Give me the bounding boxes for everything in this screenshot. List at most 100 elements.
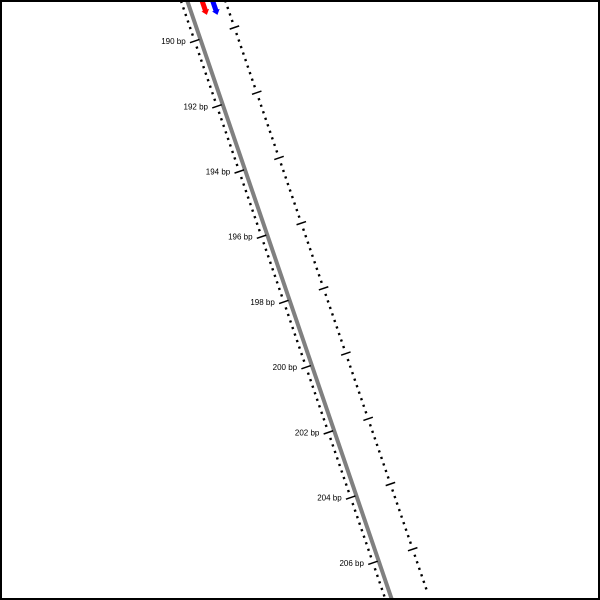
inner-ruler-tick — [219, 117, 223, 121]
ruler-label-204: 204 bp — [317, 494, 342, 503]
outer-ruler-tick — [313, 260, 317, 264]
inner-ruler-tick — [266, 254, 270, 258]
outer-ruler-tick — [328, 306, 332, 310]
inner-ruler-tick — [197, 52, 201, 56]
inner-ruler-tick — [211, 91, 215, 95]
inner-ruler-tick — [204, 72, 208, 76]
ruler-label-198: 198 bp — [250, 298, 275, 307]
inner-ruler-tick — [262, 241, 266, 245]
outer-ruler-tick — [422, 580, 426, 584]
outer-ruler-tick — [264, 117, 268, 121]
inner-ruler-tick-major — [212, 103, 222, 109]
inner-ruler-tick — [246, 196, 250, 200]
inner-ruler-tick — [253, 215, 257, 219]
outer-ruler-tick — [306, 241, 310, 245]
outer-ruler-tick — [295, 208, 299, 212]
inner-ruler-tick — [315, 398, 319, 402]
outer-ruler-tick — [297, 215, 301, 219]
inner-ruler-tick — [320, 411, 324, 415]
outer-ruler-tick — [324, 293, 328, 297]
inner-ruler-tick — [300, 352, 304, 356]
outer-ruler-tick — [380, 456, 383, 460]
outer-ruler-tick — [284, 176, 288, 179]
outer-ruler-tick — [371, 430, 375, 434]
inner-ruler-tick — [277, 287, 281, 291]
inner-ruler-tick-major — [345, 495, 356, 500]
reverse-feature-arrowhead[interactable] — [212, 8, 220, 15]
outer-ruler-tick — [402, 521, 406, 525]
outer-ruler-tick — [384, 469, 388, 473]
inner-ruler-tick — [188, 26, 192, 30]
inner-ruler-tick — [369, 554, 373, 558]
inner-ruler-tick — [286, 313, 290, 317]
outer-ruler-tick-major — [407, 546, 418, 552]
outer-ruler-tick — [270, 136, 274, 140]
inner-ruler-tick-major — [323, 430, 334, 435]
inner-ruler-tick — [297, 346, 301, 350]
inner-ruler-tick — [324, 424, 328, 428]
inner-ruler-tick — [295, 339, 299, 343]
outer-ruler-tick — [228, 13, 232, 16]
outer-ruler-tick — [386, 476, 390, 479]
outer-ruler-tick-major — [340, 351, 351, 356]
ruler-label-190: 190 bp — [161, 37, 186, 46]
outer-ruler-tick — [304, 234, 308, 238]
inner-ruler-tick — [268, 261, 272, 265]
outer-ruler-tick — [393, 495, 397, 499]
reverse-feature[interactable] — [203, 2, 219, 13]
inner-ruler-tick — [309, 378, 313, 382]
inner-ruler-tick — [338, 463, 342, 467]
outer-ruler-tick — [339, 339, 343, 342]
inner-ruler-tick — [313, 391, 317, 395]
inner-ruler-tick-major — [278, 299, 289, 305]
inner-ruler-tick — [235, 163, 239, 167]
inner-ruler-tick — [213, 98, 217, 102]
outer-ruler-tick-major — [318, 286, 329, 291]
inner-ruler-tick — [226, 137, 230, 141]
inner-ruler-tick-major — [367, 560, 378, 566]
forward-feature[interactable] — [194, 2, 208, 13]
inner-ruler-tick — [331, 443, 335, 447]
outer-ruler-tick — [252, 84, 256, 88]
outer-ruler-tick — [226, 6, 230, 10]
outer-ruler-tick — [302, 228, 306, 232]
inner-ruler-tick — [382, 593, 386, 597]
outer-ruler-tick — [244, 58, 248, 62]
outer-ruler-tick — [359, 397, 363, 401]
inner-ruler-tick — [224, 130, 228, 134]
outer-ruler-tick — [317, 273, 321, 277]
outer-ruler-tick — [279, 163, 283, 166]
outer-ruler-tick — [397, 508, 401, 512]
outer-ruler-tick — [261, 110, 265, 114]
outer-ruler-tick — [362, 404, 366, 408]
inner-ruler-tick — [228, 143, 232, 147]
outer-ruler-tick — [266, 123, 270, 127]
inner-ruler-tick — [329, 437, 333, 441]
inner-ruler-tick — [284, 307, 288, 310]
outer-ruler-tick — [377, 449, 381, 453]
inner-ruler-tick — [255, 222, 259, 226]
inner-ruler-tick — [289, 320, 292, 323]
inner-ruler-tick — [378, 580, 382, 584]
inner-ruler-tick — [275, 280, 279, 284]
outer-ruler-tick-major — [385, 481, 396, 487]
outer-ruler-tick — [342, 345, 346, 349]
inner-ruler-tick — [355, 515, 359, 519]
outer-ruler-tick — [310, 254, 314, 258]
outer-ruler-tick — [346, 358, 350, 362]
inner-ruler-tick — [364, 541, 368, 545]
forward-feature-arrowhead[interactable] — [201, 8, 210, 15]
outer-ruler-tick — [288, 189, 292, 192]
outer-ruler-tick-major — [296, 220, 307, 226]
outer-ruler-tick — [248, 71, 252, 75]
inner-ruler-tick — [335, 457, 339, 460]
outer-ruler-tick — [400, 515, 404, 519]
outer-ruler-tick — [420, 573, 424, 577]
inner-ruler-tick — [233, 157, 237, 160]
outer-ruler-tick — [250, 78, 254, 82]
inner-ruler-tick — [351, 502, 355, 506]
outer-ruler-tick-major — [229, 25, 240, 30]
inner-ruler-tick — [257, 228, 261, 232]
